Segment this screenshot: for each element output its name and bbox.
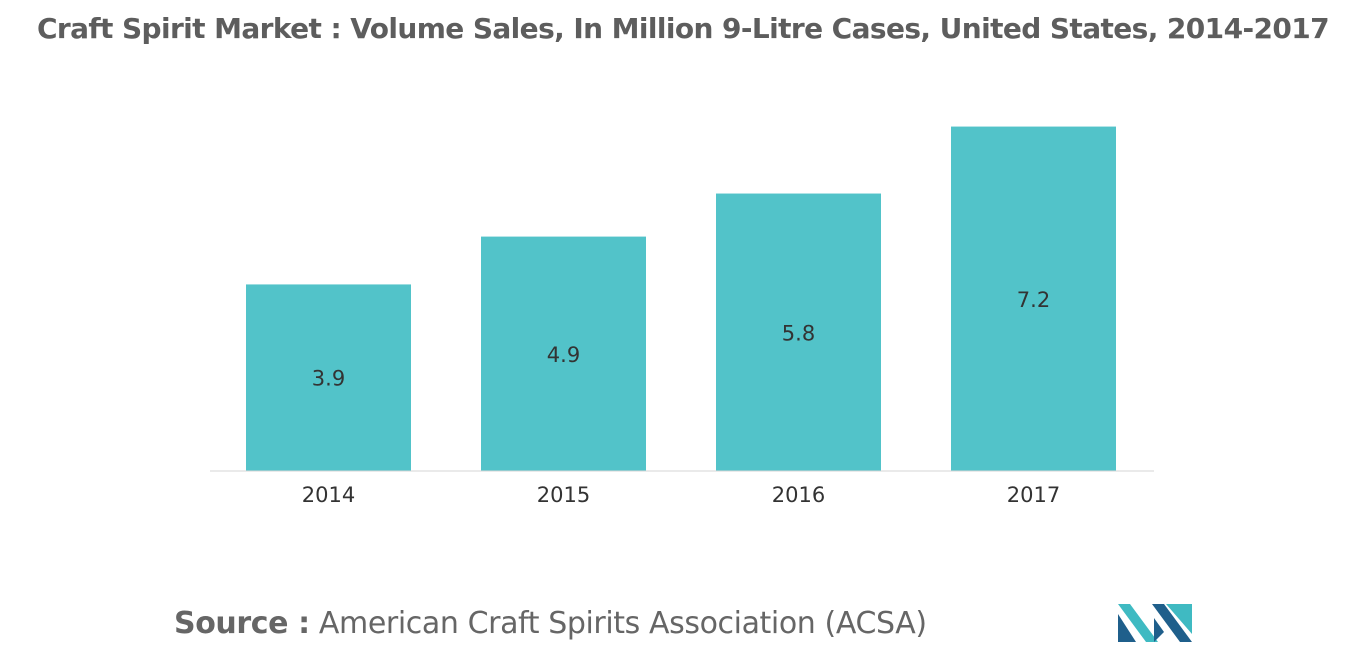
x-tick-label-2017: 2017 <box>1007 483 1060 507</box>
x-tick-label-2014: 2014 <box>302 483 355 507</box>
x-tick-label-2016: 2016 <box>772 483 825 507</box>
labels-layer: 3.9 2014 4.9 2015 5.8 2016 7.2 2017 <box>302 288 1060 507</box>
data-label-2015: 4.9 <box>547 343 580 367</box>
source-text: American Craft Spirits Association (ACSA… <box>318 606 927 641</box>
bar-2017 <box>951 126 1116 471</box>
data-label-2014: 3.9 <box>312 367 345 391</box>
bar-chart: 3.9 2014 4.9 2015 5.8 2016 7.2 2017 <box>210 126 1154 507</box>
bar-2016 <box>716 193 881 472</box>
data-label-2017: 7.2 <box>1017 288 1050 312</box>
bar-2014 <box>246 284 411 471</box>
source-note: Source : American Craft Spirits Associat… <box>174 606 927 641</box>
chart-title: Craft Spirit Market : Volume Sales, In M… <box>36 12 1330 45</box>
x-tick-label-2015: 2015 <box>537 483 590 507</box>
company-logo-icon <box>1118 604 1192 642</box>
bar-2015 <box>481 236 646 471</box>
bars-layer <box>246 126 1116 472</box>
data-label-2016: 5.8 <box>782 321 815 345</box>
source-label: Source : <box>174 606 310 641</box>
